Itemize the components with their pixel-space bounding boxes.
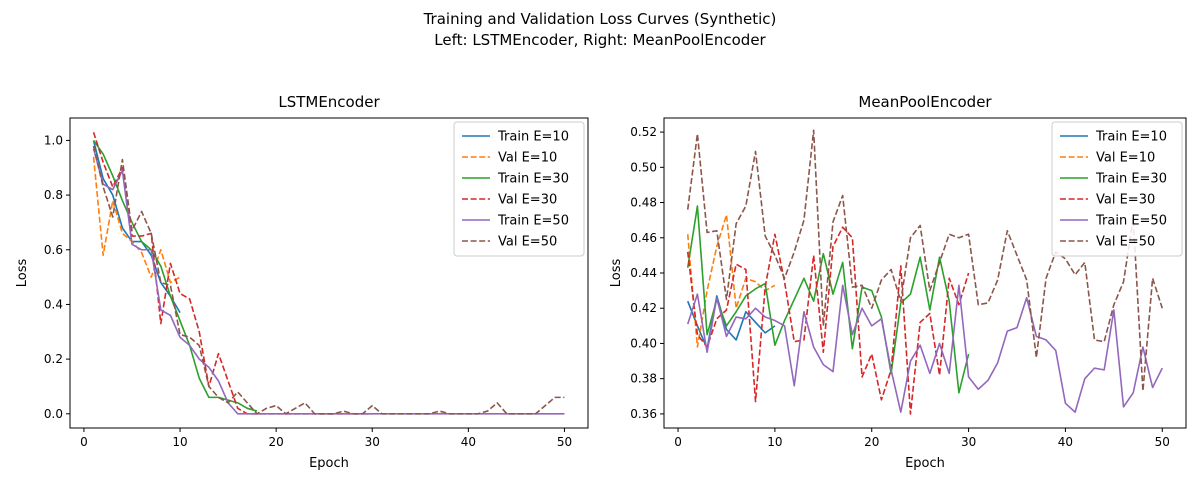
meanpool-y-tick-label: 0.44 (630, 266, 657, 280)
meanpool-y-tick-label: 0.48 (630, 196, 657, 210)
lstm-y-tick-label: 0.4 (44, 297, 63, 311)
meanpool-legend-box (1051, 121, 1183, 257)
figure-title-line2: Left: LSTMEncoder, Right: MeanPoolEncode… (434, 31, 766, 49)
lstm-x-tick-label: 20 (269, 435, 284, 449)
meanpool-legend-label-val-e-50: Val E=50 (1096, 235, 1155, 250)
lstm-legend-label-val-e-30: Val E=30 (498, 193, 557, 208)
meanpool-x-tick-label: 0 (674, 435, 682, 449)
lstm-y-tick-label: 0.0 (44, 407, 63, 421)
lstm-legend-box (453, 121, 585, 257)
lstm-x-tick-label: 10 (172, 435, 187, 449)
lstm-legend-label-val-e-10: Val E=10 (498, 151, 557, 166)
meanpool-x-axis-label: Epoch (905, 456, 945, 471)
lstm-chart-title: LSTMEncoder (278, 93, 380, 111)
lstm-plot-frame (69, 117, 589, 429)
meanpool-y-tick-label: 0.46 (630, 231, 657, 245)
lstm-y-tick-label: 0.6 (44, 243, 63, 257)
meanpool-legend-label-val-e-10: Val E=10 (1096, 151, 1155, 166)
meanpool-encoder-panel: MeanPoolEncoder 0 10 20 30 40 50 0.36 0.38 0.40 0.… (609, 93, 1187, 471)
meanpool-legend-label-train-e-30: Train E=30 (1095, 172, 1167, 187)
figure-title-line1: Training and Validation Loss Curves (Syn… (423, 10, 777, 28)
meanpool-x-tick-label: 40 (1058, 435, 1073, 449)
lstm-legend-label-train-e-10: Train E=10 (497, 130, 569, 145)
meanpool-y-tick-label: 0.52 (630, 125, 657, 139)
meanpool-series-train-e-50-line (686, 284, 1163, 413)
lstm-y-tick-label: 1.0 (44, 133, 63, 147)
meanpool-series-train-e-10-line (686, 295, 776, 350)
lstm-y-tick-label: 0.8 (44, 188, 63, 202)
lstm-encoder-panel: LSTMEncoder 0 10 20 30 40 50 0.0 0.2 0.4 0.6 0.8 1.0… (15, 93, 589, 471)
lstm-legend-label-train-e-50: Train E=50 (497, 214, 569, 229)
meanpool-y-tick-label: 0.42 (630, 301, 657, 315)
meanpool-y-tick-label: 0.40 (630, 336, 657, 350)
lstm-series-train-e-30-line (92, 139, 258, 412)
meanpool-series-val-e-50-line (686, 129, 1164, 392)
meanpool-x-tick-label: 50 (1155, 435, 1170, 449)
meanpool-y-tick-label: 0.38 (630, 372, 657, 386)
lstm-x-tick-label: 50 (557, 435, 572, 449)
meanpool-x-tick-label: 10 (767, 435, 782, 449)
lstm-x-tick-label: 40 (461, 435, 476, 449)
meanpool-series-val-e-30-line (686, 226, 970, 415)
meanpool-y-axis-label: Loss (609, 259, 624, 288)
meanpool-x-tick-label: 30 (961, 435, 976, 449)
meanpool-y-tick-label: 0.50 (630, 160, 657, 174)
meanpool-chart-title: MeanPoolEncoder (858, 93, 992, 111)
lstm-legend-label-train-e-30: Train E=30 (497, 172, 569, 187)
lstm-y-tick-label: 0.2 (44, 352, 63, 366)
meanpool-y-tick-label: 0.36 (630, 407, 657, 421)
meanpool-x-tick-label: 20 (864, 435, 879, 449)
lstm-series-val-e-30-line (92, 131, 373, 415)
meanpool-legend-label-train-e-10: Train E=10 (1095, 130, 1167, 145)
lstm-x-tick-label: 30 (365, 435, 380, 449)
lstm-legend-label-val-e-50: Val E=50 (498, 235, 557, 250)
lstm-x-tick-label: 0 (80, 435, 88, 449)
lstm-legend: Train E=10 Val E=10 Train E=30 Val E=30 Trai… (453, 121, 585, 257)
lstm-y-axis-label: Loss (15, 259, 30, 288)
meanpool-legend-label-train-e-50: Train E=50 (1095, 214, 1167, 229)
lstm-series-val-e-50-line (92, 145, 565, 415)
meanpool-legend-label-val-e-30: Val E=30 (1096, 193, 1155, 208)
lstm-x-axis-label: Epoch (309, 456, 349, 471)
meanpool-legend: Train E=10 Val E=10 Train E=30 Val E=30 Trai… (1051, 121, 1183, 257)
